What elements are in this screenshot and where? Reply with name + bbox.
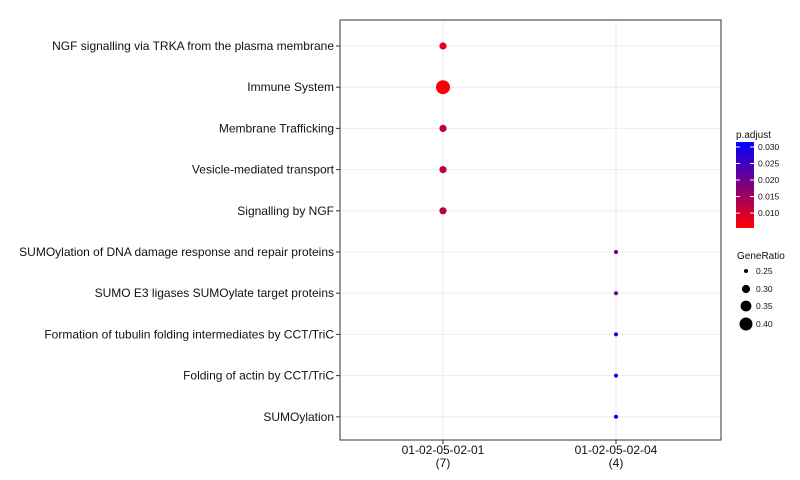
size-legend-title: GeneRatio <box>737 251 785 262</box>
x-axis: 01-02-05-02-01(7) 01-02-05-02-04(4) <box>402 440 658 470</box>
y-tick-label: Membrane Trafficking <box>219 121 334 135</box>
color-legend-title: p.adjust <box>736 130 771 141</box>
color-legend: p.adjust 0.030 0.025 0.020 0.015 0.010 <box>736 130 780 228</box>
data-point <box>439 124 447 133</box>
data-point <box>439 207 447 215</box>
y-tick-label: SUMO E3 ligases SUMOylate target protein… <box>95 286 334 300</box>
x-tick-count: (7) <box>436 456 451 470</box>
size-legend-label: 0.25 <box>756 266 773 276</box>
x-tick-label: 01-02-05-02-04 <box>575 443 658 457</box>
data-point <box>614 332 618 337</box>
y-tick-label: Formation of tubulin folding intermediat… <box>44 327 334 341</box>
grid-lines <box>340 20 721 440</box>
size-legend-dot <box>740 300 752 312</box>
data-point <box>436 80 450 95</box>
data-point <box>614 250 618 254</box>
size-legend-dot <box>741 284 751 294</box>
y-tick-label: Signalling by NGF <box>237 204 334 218</box>
x-tick-label: 01-02-05-02-01 <box>402 443 485 457</box>
size-legend-label: 0.35 <box>756 301 773 311</box>
data-points <box>436 42 618 419</box>
x-tick-count: (4) <box>609 456 624 470</box>
color-legend-bar <box>736 142 754 228</box>
y-tick-label: Folding of actin by CCT/TriC <box>183 369 334 383</box>
y-axis: NGF signalling via TRKA from the plasma … <box>19 39 340 424</box>
data-point <box>614 373 618 378</box>
y-tick-label: SUMOylation of DNA damage response and r… <box>19 245 334 259</box>
y-tick-label: NGF signalling via TRKA from the plasma … <box>52 39 334 53</box>
size-legend: GeneRatio 0.25 0.30 0.35 0.40 <box>737 251 785 331</box>
y-tick-label: Immune System <box>247 80 334 94</box>
size-legend-label: 0.40 <box>756 319 773 329</box>
color-legend-label: 0.030 <box>758 142 780 152</box>
data-point <box>614 291 618 296</box>
size-legend-label: 0.30 <box>756 284 773 294</box>
size-legend-dot <box>739 317 753 331</box>
y-tick-label: SUMOylation <box>263 410 334 424</box>
plot-panel <box>339 19 722 441</box>
color-legend-label: 0.010 <box>758 208 780 218</box>
size-legend-items: 0.25 0.30 0.35 0.40 <box>739 266 773 331</box>
data-point <box>614 414 618 419</box>
data-point <box>439 165 447 174</box>
color-legend-ticks: 0.030 0.025 0.020 0.015 0.010 <box>736 142 780 218</box>
color-legend-label: 0.015 <box>758 192 780 202</box>
size-legend-dot <box>744 269 748 273</box>
y-tick-label: Vesicle-mediated transport <box>192 163 335 177</box>
data-point <box>439 42 447 50</box>
color-legend-label: 0.025 <box>758 159 780 169</box>
color-legend-label: 0.020 <box>758 175 780 185</box>
